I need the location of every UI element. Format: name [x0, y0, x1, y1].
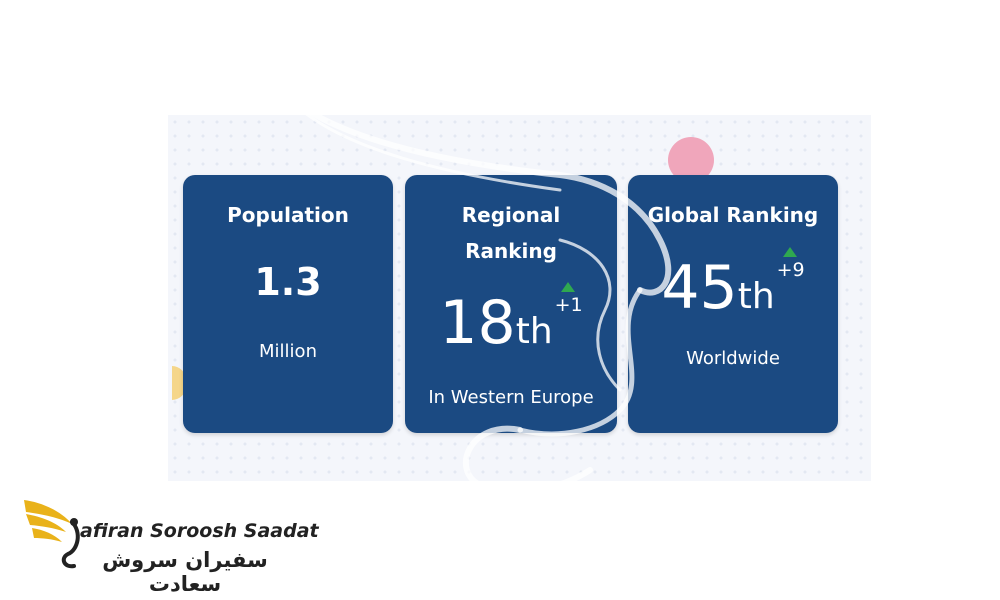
rank-change: +9: [776, 247, 805, 281]
brand-name-fa: سفیران سروش سعادت: [102, 548, 268, 596]
population-value: 1.3: [254, 260, 322, 304]
card-caption: Million: [259, 341, 317, 362]
decorative-dot: [172, 366, 186, 400]
card-title: Population: [227, 203, 349, 227]
rank-number: 18: [439, 288, 516, 358]
rank-change-text: +1: [554, 294, 583, 316]
card-title: Global Ranking: [647, 203, 819, 227]
rank-suffix: th: [515, 311, 553, 352]
population-card: Population 1.3 Million: [183, 175, 393, 433]
brand-name-en: afiran Soroosh Saadat: [80, 520, 319, 542]
card-title-line2: Ranking: [465, 239, 557, 263]
card-caption: Worldwide: [686, 348, 780, 369]
rank-suffix: th: [737, 276, 775, 317]
global-ranking-card: Global Ranking 45th +9 Worldwide: [628, 175, 838, 433]
brand-logo-icon: [24, 500, 80, 569]
regional-rank-value: 18th +1: [405, 282, 617, 358]
card-title-line1: Regional: [461, 203, 561, 227]
trend-up-icon: [782, 247, 797, 257]
rank-number: 45: [661, 253, 738, 323]
trend-up-icon: [560, 282, 575, 292]
rank-change: +1: [554, 282, 583, 316]
card-caption: In Western Europe: [428, 387, 594, 408]
global-rank-value: 45th +9: [628, 247, 838, 323]
rank-change-text: +9: [776, 259, 805, 281]
regional-ranking-card: Regional Ranking 18th +1 In Western Europ…: [405, 175, 617, 433]
